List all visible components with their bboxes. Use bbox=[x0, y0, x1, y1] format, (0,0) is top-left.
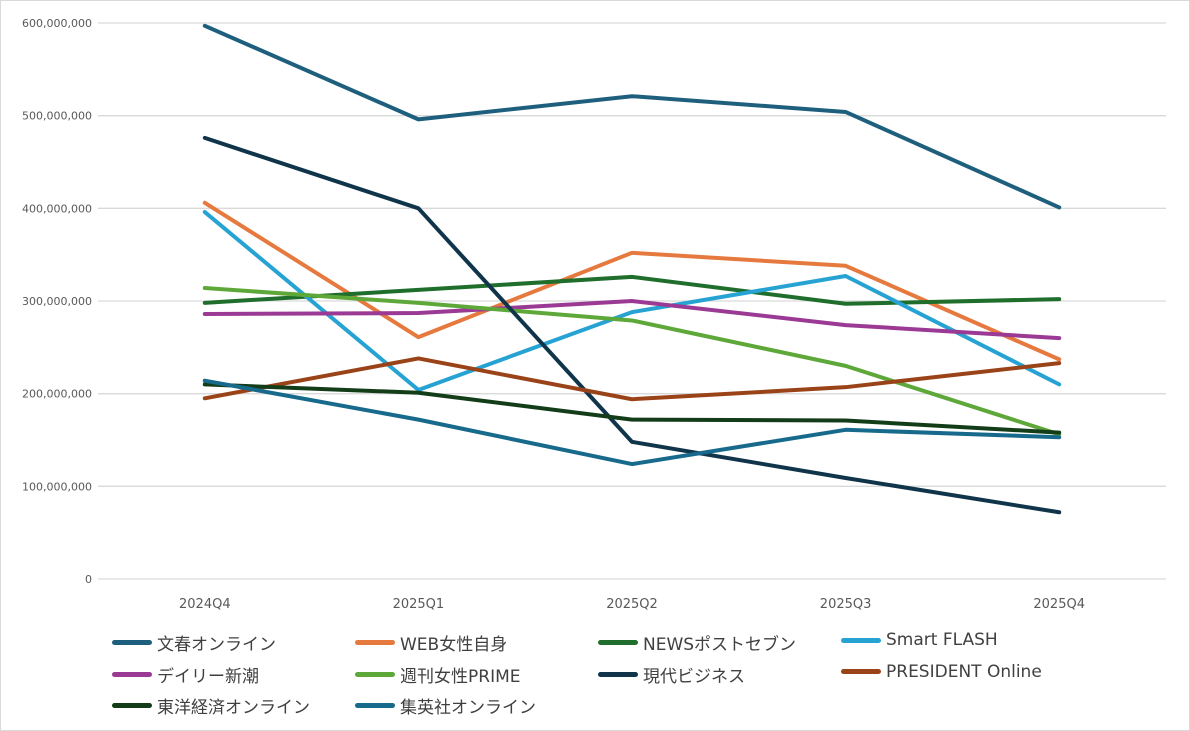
legend-swatch bbox=[112, 703, 152, 708]
x-tick-label: 2025Q3 bbox=[820, 597, 872, 612]
y-tick-label: 0 bbox=[85, 573, 92, 586]
series-line-10 bbox=[202, 378, 1062, 467]
legend-label: NEWSポストセブン bbox=[643, 635, 797, 655]
legend-item: PRESIDENT Online bbox=[841, 662, 1042, 682]
y-tick-label: 200,000,000 bbox=[22, 388, 92, 401]
legend-item: 週刊女性PRIME bbox=[355, 662, 521, 687]
legend-label: 文春オンライン bbox=[157, 635, 276, 655]
legend-item: デイリー新潮 bbox=[112, 662, 259, 687]
legend-label: デイリー新潮 bbox=[157, 666, 259, 687]
y-tick-label: 100,000,000 bbox=[22, 480, 92, 493]
series-line-2 bbox=[202, 200, 1062, 362]
legend-label: 東洋経済オンライン bbox=[157, 698, 310, 718]
legend-item: 東洋経済オンライン bbox=[112, 693, 310, 718]
legend-swatch bbox=[112, 640, 152, 645]
y-tick-label: 600,000,000 bbox=[22, 17, 92, 30]
legend-swatch bbox=[355, 671, 395, 677]
legend-label: 週刊女性PRIME bbox=[400, 666, 521, 687]
legend-swatch bbox=[841, 669, 881, 674]
legend-label: 集英社オンライン bbox=[400, 698, 536, 718]
legend-item: NEWSポストセブン bbox=[598, 630, 796, 655]
series-line-3 bbox=[202, 274, 1062, 306]
legend-label: Smart FLASH bbox=[886, 630, 998, 650]
legend-label: PRESIDENT Online bbox=[886, 661, 1042, 682]
legend-item: WEB女性自身 bbox=[355, 630, 507, 655]
series-line-7 bbox=[202, 135, 1062, 515]
y-tick-label: 300,000,000 bbox=[22, 295, 92, 308]
legend-label: 現代ビジネス bbox=[643, 666, 745, 687]
series-line-6 bbox=[202, 286, 1062, 437]
legend-label: WEB女性自身 bbox=[400, 635, 508, 655]
legend-item: 現代ビジネス bbox=[598, 662, 745, 687]
legend-swatch bbox=[112, 671, 152, 677]
legend-item: Smart FLASH bbox=[841, 630, 998, 650]
series-line-1 bbox=[202, 23, 1062, 210]
legend-item: 文春オンライン bbox=[112, 630, 276, 655]
series-line-9 bbox=[202, 382, 1062, 435]
series-line-5 bbox=[202, 299, 1062, 341]
x-tick-label: 2024Q4 bbox=[179, 597, 231, 612]
legend-swatch bbox=[355, 703, 395, 708]
legend-swatch bbox=[841, 637, 881, 643]
legend-swatch bbox=[598, 671, 638, 677]
legend-swatch bbox=[355, 640, 395, 645]
legend-swatch bbox=[598, 640, 638, 645]
y-tick-label: 400,000,000 bbox=[22, 202, 92, 215]
legend-item: 集英社オンライン bbox=[355, 693, 536, 718]
y-tick-label: 500,000,000 bbox=[22, 110, 92, 123]
series-line-8 bbox=[202, 356, 1062, 402]
series-line-4 bbox=[202, 210, 1062, 392]
x-tick-label: 2025Q4 bbox=[1033, 597, 1085, 612]
x-tick-label: 2025Q1 bbox=[393, 597, 445, 612]
x-tick-label: 2025Q2 bbox=[606, 597, 658, 612]
